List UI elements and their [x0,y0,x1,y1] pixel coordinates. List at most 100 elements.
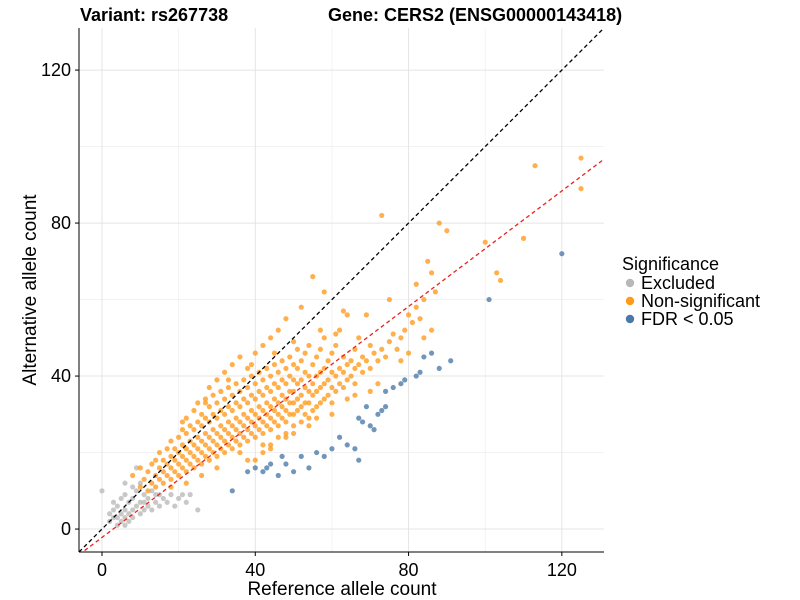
data-point [298,404,304,410]
data-point [172,469,178,475]
data-point [329,446,335,452]
data-point [271,381,278,387]
data-point [183,480,189,486]
data-point [114,522,120,528]
data-point [164,499,170,505]
data-point [271,350,278,356]
data-point [260,419,266,425]
data-point [110,507,117,513]
data-point [137,499,143,505]
y-axis-title: Alternative allele count [20,194,41,386]
data-point [222,427,228,433]
x-tick-label: 80 [399,560,419,580]
data-point [329,384,335,391]
data-point [214,415,220,421]
data-point [191,453,197,459]
data-point [141,492,147,498]
data-point [283,381,289,387]
data-point [275,472,281,479]
data-point [333,388,339,394]
data-point [122,492,128,498]
data-point [168,465,174,471]
data-point [352,392,358,398]
data-point [336,381,343,387]
data-point [118,495,124,502]
data-point [294,365,301,372]
data-point [409,319,415,326]
data-point [168,492,174,498]
data-point [294,396,301,402]
data-point [421,296,427,303]
data-point [99,488,105,494]
legend: Significance ExcludedNon-significantFDR … [622,254,760,329]
data-point [290,430,297,437]
data-point [290,423,297,429]
data-point [402,377,408,383]
data-point [294,407,301,414]
data-point [179,419,186,425]
data-point [390,331,396,337]
data-point [172,503,178,509]
data-point [172,457,178,463]
data-point [229,361,235,368]
data-point [302,411,308,417]
data-point [233,427,239,433]
data-point [398,358,404,364]
data-point [210,411,216,417]
data-point [126,518,132,525]
data-point [275,327,281,333]
data-point [202,453,209,459]
data-point [126,511,132,517]
data-point [156,476,163,482]
data-point [260,342,266,349]
data-point [187,461,193,467]
data-point [520,235,527,241]
data-point [271,396,278,402]
data-point [199,411,205,417]
data-point [245,415,251,421]
data-point [310,392,316,398]
data-point [202,442,209,448]
legend-label: Excluded [641,273,715,293]
data-point [340,354,347,360]
data-point [122,507,128,513]
data-point [237,442,243,448]
data-point [421,335,427,341]
data-point [137,484,143,490]
data-point [149,461,155,467]
data-point [290,361,297,368]
data-point [229,423,235,429]
data-point [448,358,454,364]
data-point [252,396,258,402]
data-point [321,289,327,295]
data-point [264,465,270,471]
data-point [298,304,304,310]
data-point [386,339,393,345]
data-point [260,392,266,398]
data-point [283,434,289,440]
data-point [367,423,373,429]
data-point [245,384,251,391]
legend-swatch [625,278,635,288]
data-point [268,427,274,433]
legend-item-fdr-0-05: FDR < 0.05 [625,309,734,329]
data-point [252,411,258,417]
data-point [248,430,255,437]
data-point [356,415,362,421]
x-tick-label: 40 [245,560,265,580]
data-point [252,381,258,387]
data-point [130,507,136,513]
data-point [275,411,281,417]
data-point [187,423,193,429]
data-point [268,442,274,448]
data-point [214,377,220,383]
data-point [336,327,343,333]
data-point [340,308,347,314]
data-point [264,411,270,417]
x-tick-label: 0 [97,560,107,580]
data-point [294,381,301,387]
data-point [336,365,343,372]
data-point [199,438,205,444]
